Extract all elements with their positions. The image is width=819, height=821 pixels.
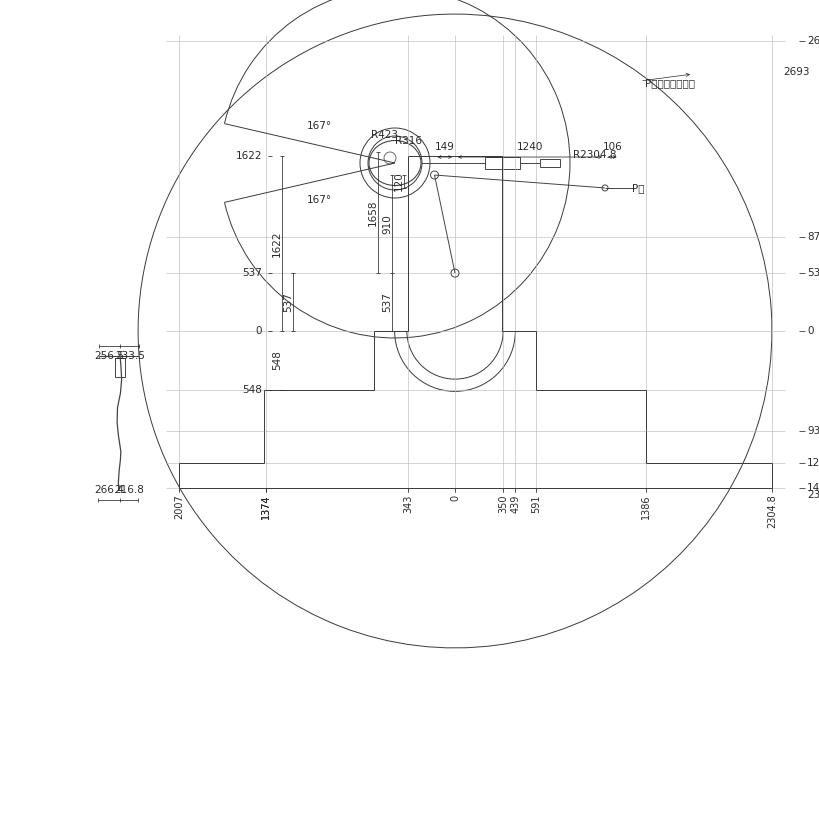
Text: 537: 537 (242, 268, 262, 278)
Text: 871: 871 (806, 232, 819, 242)
Text: P点: P点 (631, 183, 643, 193)
Bar (540, 159, 559, 167)
Text: 591: 591 (531, 495, 541, 513)
Text: 1622: 1622 (272, 231, 282, 257)
Text: 149: 149 (434, 142, 455, 152)
Text: P点最大运动范围: P点最大运动范围 (645, 78, 695, 88)
Text: 2007: 2007 (174, 495, 183, 520)
Text: 439: 439 (509, 495, 520, 513)
Text: 2693: 2693 (782, 67, 809, 77)
Text: 1622: 1622 (235, 151, 262, 161)
Bar (484, 157, 519, 169)
Text: 106: 106 (602, 142, 622, 152)
Text: 2693: 2693 (806, 35, 819, 46)
Text: 2304.8: 2304.8 (766, 495, 776, 529)
Text: 1229: 1229 (806, 458, 819, 469)
Text: 350: 350 (497, 495, 508, 513)
Text: 343: 343 (402, 495, 412, 513)
Text: 120: 120 (393, 172, 404, 191)
Text: 548: 548 (272, 351, 282, 370)
Text: R423: R423 (370, 130, 397, 140)
Text: 548: 548 (242, 385, 262, 395)
Text: 1658: 1658 (368, 200, 378, 226)
Text: 256.5: 256.5 (94, 351, 124, 361)
Text: 0: 0 (806, 326, 812, 336)
Text: 537: 537 (283, 292, 292, 312)
Text: 0: 0 (450, 495, 459, 501)
Text: R2304.8: R2304.8 (572, 150, 616, 160)
Text: R316: R316 (395, 136, 422, 146)
Text: 1374: 1374 (260, 495, 271, 520)
Text: 537: 537 (382, 292, 391, 312)
Text: 1240: 1240 (516, 142, 542, 152)
Text: 2304.8: 2304.8 (806, 490, 819, 500)
Text: 910: 910 (382, 214, 391, 234)
Text: 167°: 167° (307, 122, 332, 131)
Text: 932: 932 (806, 426, 819, 437)
Text: 1374: 1374 (260, 495, 271, 520)
Text: 216.8: 216.8 (114, 485, 144, 495)
Text: 233.5: 233.5 (115, 351, 144, 361)
Bar (115, 358, 124, 377)
Text: 266.4: 266.4 (94, 485, 124, 495)
Text: 1454: 1454 (806, 483, 819, 493)
Text: 537: 537 (806, 268, 819, 278)
Text: 167°: 167° (307, 195, 332, 204)
Text: 1386: 1386 (640, 495, 649, 519)
Text: 0: 0 (256, 326, 262, 336)
